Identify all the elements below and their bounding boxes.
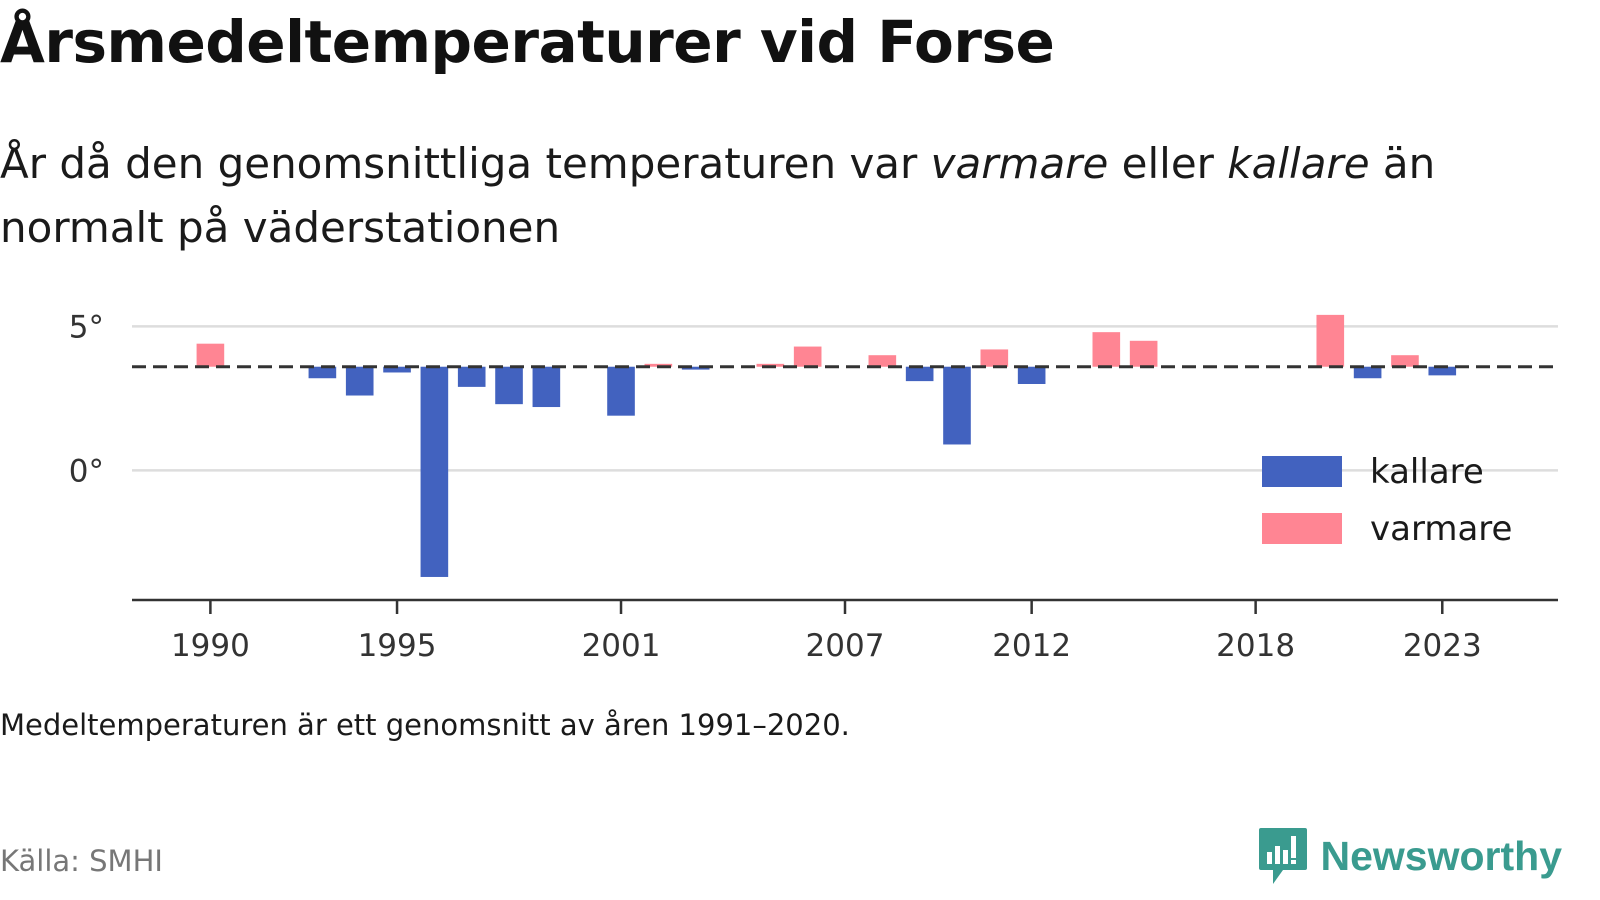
- subtitle-cold-word: kallare: [1227, 139, 1370, 188]
- x-tick-label: 1990: [171, 628, 250, 664]
- bar-varmare: [196, 343, 225, 367]
- bar-varmare: [1391, 355, 1419, 367]
- x-tick-label: 1995: [358, 628, 437, 664]
- bar-varmare: [793, 346, 822, 367]
- x-tick-label: 2018: [1216, 628, 1295, 664]
- legend-label-kallare: kallare: [1370, 452, 1484, 492]
- bar-kallare: [383, 366, 411, 373]
- x-tick-label: 2001: [582, 628, 661, 664]
- x-tick-label: 2007: [806, 628, 885, 664]
- legend-swatch-varmare: [1262, 513, 1342, 544]
- legend: kallare varmare: [1262, 452, 1512, 549]
- bar-varmare: [980, 349, 1009, 367]
- temperature-bar-chart: 0° 5° 1990 1995 2001 2007 2012 2018 2023 kallar…: [69, 309, 1558, 664]
- footnote: Medeltemperaturen är ett genomsnitt av å…: [0, 708, 850, 742]
- x-tick-label: 2012: [992, 628, 1071, 664]
- chart-subtitle: År då den genomsnittliga temperaturen va…: [0, 132, 1590, 260]
- bar-kallare: [308, 366, 337, 379]
- bar-kallare: [943, 366, 971, 445]
- bar-varmare: [1092, 332, 1121, 367]
- axes: 1990 1995 2001 2007 2012 2018 2023: [132, 598, 1558, 664]
- subtitle-text-2: eller: [1108, 139, 1228, 188]
- subtitle-warm-word: varmare: [930, 139, 1109, 188]
- subtitle-text-3: än normalt på väderstationen: [0, 139, 1436, 252]
- x-tick-label: 2023: [1403, 628, 1482, 664]
- bar-kallare: [1428, 366, 1457, 376]
- brand-name: Newsworthy: [1320, 832, 1563, 879]
- bar-kallare: [1353, 366, 1382, 379]
- bar-kallare: [532, 366, 561, 408]
- bar-varmare: [1129, 340, 1158, 367]
- bar-kallare: [607, 366, 635, 416]
- bar-kallare: [420, 366, 449, 577]
- bar-varmare: [1316, 314, 1345, 367]
- y-tick-label: 0°: [69, 453, 104, 489]
- bar-kallare: [495, 366, 523, 405]
- bar-kallare: [345, 366, 374, 396]
- bar-kallare: [905, 366, 934, 382]
- chart-title: Årsmedeltemperaturer vid Forse: [0, 8, 1055, 76]
- legend-label-varmare: varmare: [1370, 509, 1512, 549]
- bar-varmare: [868, 355, 897, 367]
- bars: [196, 314, 1457, 577]
- bar-kallare: [681, 366, 710, 370]
- bar-kallare: [457, 366, 486, 387]
- subtitle-text-1: År då den genomsnittliga temperaturen va…: [0, 139, 931, 188]
- newsworthy-logo-icon: [1258, 828, 1307, 884]
- source-label: Källa: SMHI: [0, 844, 163, 878]
- newsworthy-logo: Newsworthy: [1257, 826, 1563, 886]
- legend-swatch-kallare: [1262, 456, 1342, 487]
- y-tick-label: 5°: [69, 309, 104, 345]
- bar-kallare: [1017, 366, 1046, 384]
